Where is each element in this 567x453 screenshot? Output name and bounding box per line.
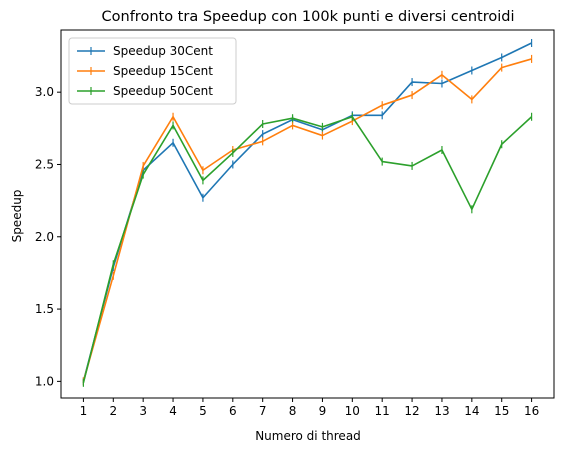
- x-tick-label: 13: [434, 404, 449, 418]
- y-tick-label: 3.0: [35, 85, 54, 99]
- x-tick-label: 1: [80, 404, 88, 418]
- y-tick-label: 1.5: [35, 302, 54, 316]
- x-tick-label: 11: [375, 404, 390, 418]
- chart-title: Confronto tra Speedup con 100k punti e d…: [102, 9, 515, 25]
- x-tick-label: 12: [404, 404, 419, 418]
- y-tick-label: 1.0: [35, 374, 54, 388]
- legend: Speedup 30Cent Speedup 15Cent Speedup 50Ce…: [68, 37, 237, 105]
- series-lines: [82, 39, 533, 387]
- legend-box: [68, 37, 237, 105]
- x-tick-label: 4: [169, 404, 177, 418]
- x-tick-label: 6: [229, 404, 237, 418]
- series-line-2: [82, 58, 532, 382]
- x-tick-label: 16: [524, 404, 539, 418]
- legend-label-3: Speedup 50Cent: [113, 84, 213, 98]
- x-tick-label: 9: [319, 404, 327, 418]
- x-tick-label: 15: [494, 404, 509, 418]
- plot-area-frame: [60, 29, 555, 399]
- legend-label-2: Speedup 15Cent: [113, 64, 213, 78]
- series-line-1: [82, 42, 532, 382]
- series-line-3: [82, 115, 533, 384]
- y-tick-label: 2.0: [35, 230, 54, 244]
- x-tick-label: 2: [109, 404, 117, 418]
- x-tick-label: 14: [464, 404, 479, 418]
- legend-label-1: Speedup 30Cent: [113, 44, 213, 58]
- x-tick-label: 7: [259, 404, 267, 418]
- axis-ticks: 1 2 3 4 5 6 7 8 9 10 11 12 13 14 15 161.01.52.02.53.0: [35, 85, 539, 418]
- x-axis-label: Numero di thread: [255, 429, 361, 443]
- x-tick-label: 3: [139, 404, 147, 418]
- x-tick-label: 8: [289, 404, 297, 418]
- y-tick-label: 2.5: [35, 157, 54, 171]
- x-tick-label: 10: [345, 404, 360, 418]
- x-tick-label: 5: [199, 404, 207, 418]
- y-axis-label: Speedup: [10, 190, 24, 243]
